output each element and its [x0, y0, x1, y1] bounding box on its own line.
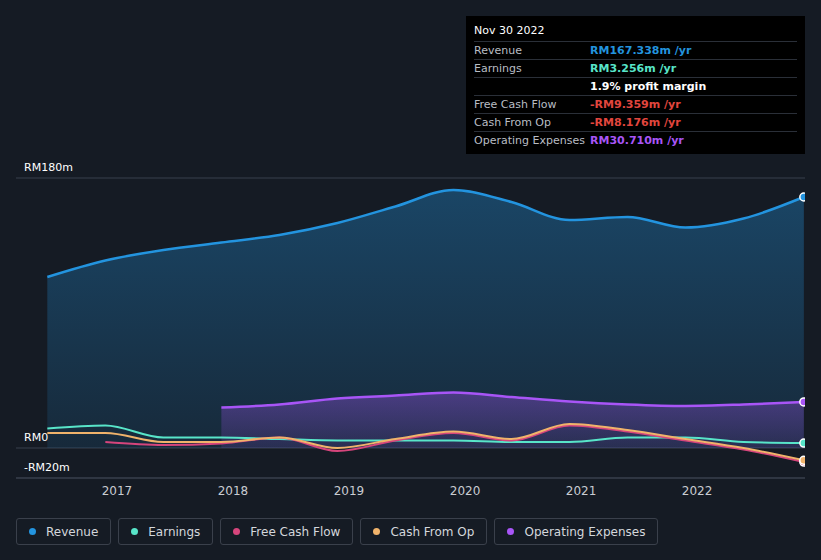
html-text:Nov 30 2022: Nov 30 2022 — [474, 24, 545, 37]
html-text:RM3.256m /yr: RM3.256m /yr — [590, 62, 677, 75]
html-text:Cash From Op: Cash From Op — [474, 116, 551, 129]
html-text:Free Cash Flow: Free Cash Flow — [474, 98, 557, 111]
svg-text:2019: 2019 — [334, 484, 365, 498]
html-text:-RM9.359m /yr: -RM9.359m /yr — [590, 98, 681, 111]
html-text:Revenue: Revenue — [46, 524, 99, 539]
html-text:1.9% profit margin: 1.9% profit margin — [590, 80, 707, 93]
svg-text:2017: 2017 — [102, 484, 133, 498]
svg-text:2021: 2021 — [566, 484, 597, 498]
html-text:-RM8.176m /yr: -RM8.176m /yr — [590, 116, 681, 129]
html-text:Operating Expenses: Operating Expenses — [474, 134, 585, 147]
html-text:RM30.710m /yr: RM30.710m /yr — [590, 134, 684, 147]
svg-text:-RM20m: -RM20m — [24, 461, 70, 474]
html-text:Free Cash Flow: Free Cash Flow — [250, 524, 341, 539]
html-text:Revenue: Revenue — [474, 44, 522, 57]
html-text:Earnings: Earnings — [148, 524, 201, 539]
svg-text:2022: 2022 — [682, 484, 713, 498]
svg-text:2020: 2020 — [450, 484, 481, 498]
html-text:RM167.338m /yr: RM167.338m /yr — [590, 44, 692, 57]
svg-text:RM0: RM0 — [24, 431, 48, 444]
svg-text:RM180m: RM180m — [24, 161, 73, 174]
html-text:Earnings: Earnings — [474, 62, 522, 75]
html-text:Cash From Op: Cash From Op — [390, 524, 475, 539]
svg-text:2018: 2018 — [218, 484, 249, 498]
html-text:Operating Expenses: Operating Expenses — [524, 524, 646, 539]
